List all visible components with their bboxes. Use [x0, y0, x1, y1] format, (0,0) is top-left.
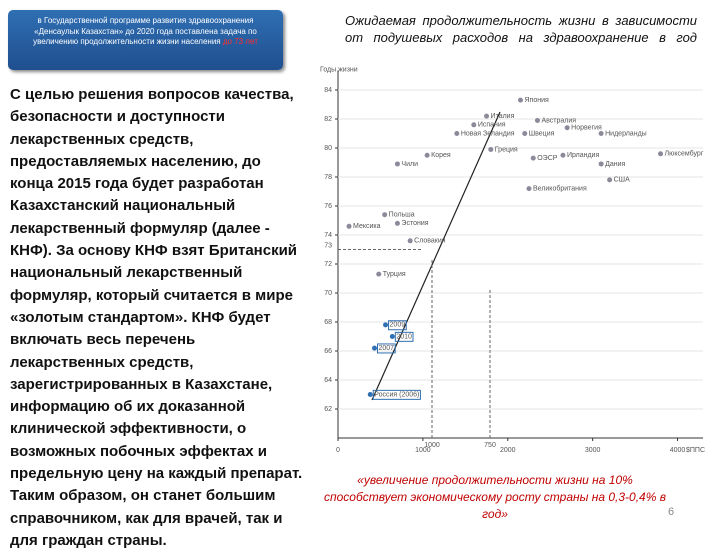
x-tick-label: 4000	[670, 447, 686, 454]
point-label: Япония	[525, 97, 550, 104]
point	[376, 271, 382, 277]
quote: «увеличение продолжительности жизни на 1…	[324, 473, 666, 521]
point	[598, 161, 604, 167]
x-mark-label: 1000	[424, 442, 440, 449]
goal-text: в Государственной программе развития здр…	[33, 16, 257, 46]
point-label: Новая Зеландия	[461, 130, 515, 137]
point	[407, 238, 413, 244]
y-tick-label: 64	[324, 377, 332, 384]
point-label: Ирландия	[567, 152, 600, 159]
point	[394, 161, 400, 167]
point	[658, 151, 664, 157]
point-label: Люксембург	[665, 150, 704, 158]
point	[522, 131, 528, 136]
point	[383, 322, 389, 328]
point-label: 2007	[379, 345, 395, 352]
point-label: Великобритания	[533, 184, 587, 192]
point	[526, 186, 532, 192]
point	[394, 220, 400, 226]
y-tick-label: 80	[324, 145, 332, 152]
point	[598, 131, 604, 136]
point-label: 2010	[396, 333, 412, 340]
label-box	[394, 331, 414, 342]
chart-title: Ожидаемая продолжительность жизни в зави…	[345, 13, 697, 45]
label-box	[377, 343, 396, 354]
point	[389, 334, 395, 339]
point	[518, 97, 523, 103]
point-label: Польша	[389, 212, 415, 219]
point	[564, 125, 570, 131]
y-tick-label: 82	[324, 116, 332, 123]
point-label: Нидерланды	[605, 130, 647, 137]
target-label: 73	[324, 242, 332, 249]
point-label: Дания	[605, 161, 625, 168]
y-axis-label: Годы жизни	[320, 66, 358, 73]
goal-highlight: до 73 лет	[222, 37, 258, 46]
x-axis-label: $ППС	[686, 447, 705, 454]
point	[530, 155, 536, 161]
point	[488, 146, 494, 152]
point	[607, 177, 613, 183]
trend-line	[371, 111, 501, 401]
point	[424, 152, 430, 158]
point-label: Корея	[431, 152, 451, 159]
point-label: США	[614, 177, 630, 184]
point	[454, 131, 460, 136]
point	[560, 152, 566, 158]
y-tick-label: 62	[324, 406, 332, 413]
y-tick-label: 72	[324, 261, 332, 268]
point-label: Турция	[383, 271, 406, 278]
y-tick-label: 68	[324, 319, 332, 326]
x-tick-label: 0	[336, 447, 340, 454]
point	[346, 223, 352, 229]
point-label: Чили	[401, 161, 418, 168]
point-label: ОЭСР	[537, 155, 558, 162]
point-label: Мексика	[353, 223, 381, 230]
y-tick-label: 76	[324, 203, 332, 210]
page-number: 6	[668, 506, 675, 518]
point-label: Испания	[478, 122, 506, 129]
y-tick-label: 84	[324, 87, 332, 94]
label-box	[372, 389, 421, 400]
point-label: 2009	[390, 322, 406, 329]
x-tick-label: 2000	[500, 447, 516, 454]
point-label: Греция	[495, 146, 518, 153]
x-mark-label: 750	[484, 442, 496, 449]
y-tick-label: 70	[324, 290, 332, 297]
point-label: Норвегия	[571, 125, 602, 132]
point-label: Италия	[491, 113, 515, 120]
goal-box: в Государственной программе развития здр…	[8, 10, 283, 70]
slide: в Государственной программе развития здр…	[8, 10, 705, 549]
point	[471, 122, 477, 128]
point-label: Австралия	[541, 117, 576, 124]
point-label: Россия (2006)	[374, 391, 419, 398]
point	[372, 345, 377, 351]
y-tick-label: 66	[324, 348, 332, 355]
point-label: Швеция	[529, 130, 555, 137]
point	[382, 212, 388, 218]
point	[367, 392, 373, 397]
y-tick-label: 74	[324, 232, 332, 239]
point-label: Эстония	[401, 220, 428, 227]
point	[534, 117, 540, 123]
x-tick-label: 1000	[415, 447, 431, 454]
chart: 62 64 66 68 70 72 74 76 78 80 82 84 0 1000 2000 3000 400…	[320, 66, 705, 454]
x-tick-label: 3000	[585, 447, 601, 454]
label-box	[388, 320, 407, 331]
point	[484, 113, 490, 119]
point-label: Словакия	[414, 238, 446, 245]
y-tick-label: 78	[324, 174, 332, 181]
